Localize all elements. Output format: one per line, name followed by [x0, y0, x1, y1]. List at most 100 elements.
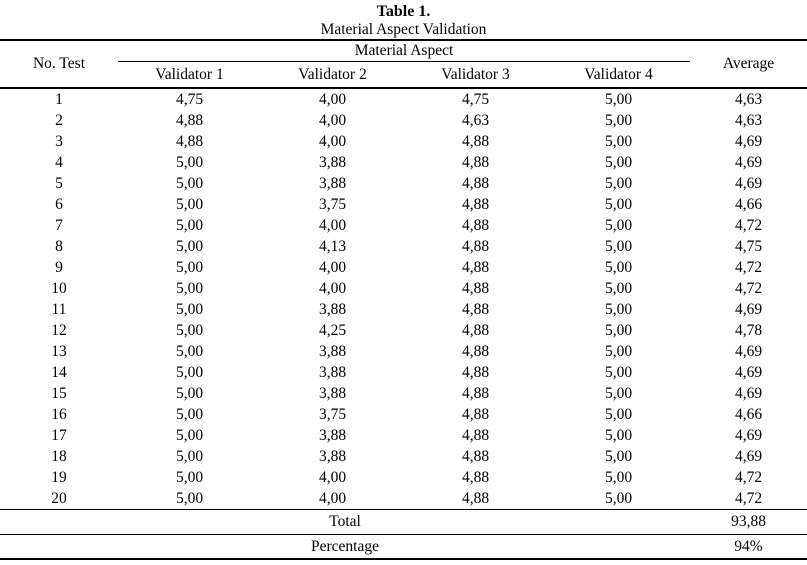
- total-row: Total 93,88: [0, 509, 807, 535]
- table-cell: 5,00: [604, 238, 633, 255]
- column-group-header-material-aspect: Material Aspect: [118, 40, 691, 62]
- table-cell: 4,72: [734, 217, 763, 234]
- column-header-validator-1: Validator 1: [118, 61, 261, 89]
- table-row: 17 5,00 3,88 4,88 5,00 4,69: [0, 425, 807, 446]
- table-row: 2 4,88 4,00 4,63 5,00 4,63: [0, 110, 807, 131]
- table-row: 5 5,00 3,88 4,88 5,00 4,69: [0, 173, 807, 194]
- table-cell: 5,00: [175, 364, 204, 381]
- table-cell: 4,75: [175, 91, 204, 108]
- table-cell: 18: [51, 448, 67, 465]
- table-cell: 5,00: [175, 469, 204, 486]
- table-cell: 4,69: [734, 154, 763, 171]
- table-cell: 15: [51, 385, 67, 402]
- table-cell: 10: [51, 280, 67, 297]
- table-cell: 13: [51, 343, 67, 360]
- table-cell: 4,63: [461, 112, 490, 129]
- table-cell: 4,88: [461, 280, 490, 297]
- table-cell: 4,88: [461, 196, 490, 213]
- table-row: 20 5,00 4,00 4,88 5,00 4,72: [0, 488, 807, 510]
- table-cell: 5,00: [175, 175, 204, 192]
- table-cell: 4,88: [461, 238, 490, 255]
- table-cell: 4,72: [734, 259, 763, 276]
- table-cell: 5,00: [175, 259, 204, 276]
- table-cell: 4,00: [318, 217, 347, 234]
- table-cell: 4,88: [461, 133, 490, 150]
- table-cell: 3: [55, 133, 63, 150]
- table-cell: 17: [51, 427, 67, 444]
- table-row: 1 4,75 4,00 4,75 5,00 4,63: [0, 88, 807, 110]
- table-cell: 5,00: [604, 448, 633, 465]
- table-cell: 5,00: [175, 322, 204, 339]
- table-cell: 5,00: [175, 217, 204, 234]
- column-header-validator-2: Validator 2: [261, 61, 404, 89]
- table-row: 6 5,00 3,75 4,88 5,00 4,66: [0, 194, 807, 215]
- table-row: 14 5,00 3,88 4,88 5,00 4,69: [0, 362, 807, 383]
- table-row: 15 5,00 3,88 4,88 5,00 4,69: [0, 383, 807, 404]
- table-cell: 5,00: [175, 301, 204, 318]
- table-cell: 4,69: [734, 448, 763, 465]
- table-cell: 5,00: [604, 490, 633, 507]
- table-cell: 4,88: [461, 322, 490, 339]
- material-aspect-validation-table: No. Test Material Aspect Average Validat…: [0, 39, 807, 560]
- table-cell: 4,75: [734, 238, 763, 255]
- percentage-label: Percentage: [0, 534, 691, 559]
- table-cell: 4,88: [461, 301, 490, 318]
- table-cell: 4,63: [734, 91, 763, 108]
- table-cell: 5,00: [604, 469, 633, 486]
- table-cell: 5,00: [175, 385, 204, 402]
- total-label: Total: [0, 509, 691, 535]
- table-row: 18 5,00 3,88 4,88 5,00 4,69: [0, 446, 807, 467]
- table-cell: 5,00: [604, 343, 633, 360]
- table-cell: 5,00: [604, 280, 633, 297]
- column-header-no-test: No. Test: [0, 40, 118, 89]
- table-cell: 5,00: [604, 133, 633, 150]
- header-row-validators: Validator 1 Validator 2 Validator 3 Vali…: [0, 61, 807, 89]
- table-cell: 4,88: [461, 343, 490, 360]
- table-cell: 4,69: [734, 364, 763, 381]
- table-row: 10 5,00 4,00 4,88 5,00 4,72: [0, 278, 807, 299]
- table-cell: 4,72: [734, 490, 763, 507]
- table-cell: 4,88: [461, 385, 490, 402]
- table-body: 1 4,75 4,00 4,75 5,00 4,63 2 4,88 4,00 4,63 5,00 4,…: [0, 88, 807, 510]
- table-cell: 5,00: [604, 406, 633, 423]
- table-cell: 4,69: [734, 385, 763, 402]
- table-row: 13 5,00 3,88 4,88 5,00 4,69: [0, 341, 807, 362]
- table-row: 3 4,88 4,00 4,88 5,00 4,69: [0, 131, 807, 152]
- table-cell: 9: [55, 259, 63, 276]
- table-cell: 3,88: [318, 154, 347, 171]
- table-cell: 11: [51, 301, 67, 318]
- table-cell: 4,69: [734, 175, 763, 192]
- table-header: No. Test Material Aspect Average Validat…: [0, 40, 807, 89]
- table-cell: 5,00: [604, 217, 633, 234]
- table-cell: 4,88: [461, 490, 490, 507]
- table-cell: 3,88: [318, 343, 347, 360]
- table-cell: 14: [51, 364, 67, 381]
- table-cell: 4,88: [461, 175, 490, 192]
- table-cell: 3,88: [318, 448, 347, 465]
- column-header-validator-3: Validator 3: [404, 61, 547, 89]
- table-cell: 5,00: [175, 490, 204, 507]
- table-row: 19 5,00 4,00 4,88 5,00 4,72: [0, 467, 807, 488]
- table-cell: 3,88: [318, 301, 347, 318]
- table-cell: 4,88: [175, 133, 204, 150]
- table-cell: 4,00: [318, 490, 347, 507]
- table-cell: 3,88: [318, 385, 347, 402]
- table-cell: 4,88: [175, 112, 204, 129]
- table-row: 9 5,00 4,00 4,88 5,00 4,72: [0, 257, 807, 278]
- table-cell: 5,00: [604, 364, 633, 381]
- table-cell: 8: [55, 238, 63, 255]
- table-cell: 4,88: [461, 154, 490, 171]
- table-cell: 4,00: [318, 259, 347, 276]
- table-cell: 4,00: [318, 280, 347, 297]
- table-cell: 4,88: [461, 406, 490, 423]
- column-header-validator-4: Validator 4: [547, 61, 691, 89]
- table-cell: 5,00: [175, 196, 204, 213]
- table-cell: 3,75: [318, 406, 347, 423]
- table-row: 8 5,00 4,13 4,88 5,00 4,75: [0, 236, 807, 257]
- table-cell: 4,00: [318, 91, 347, 108]
- header-row-group: No. Test Material Aspect Average: [0, 40, 807, 89]
- table-cell: 4,13: [318, 238, 347, 255]
- table-cell: 5,00: [175, 280, 204, 297]
- table-row: 11 5,00 3,88 4,88 5,00 4,69: [0, 299, 807, 320]
